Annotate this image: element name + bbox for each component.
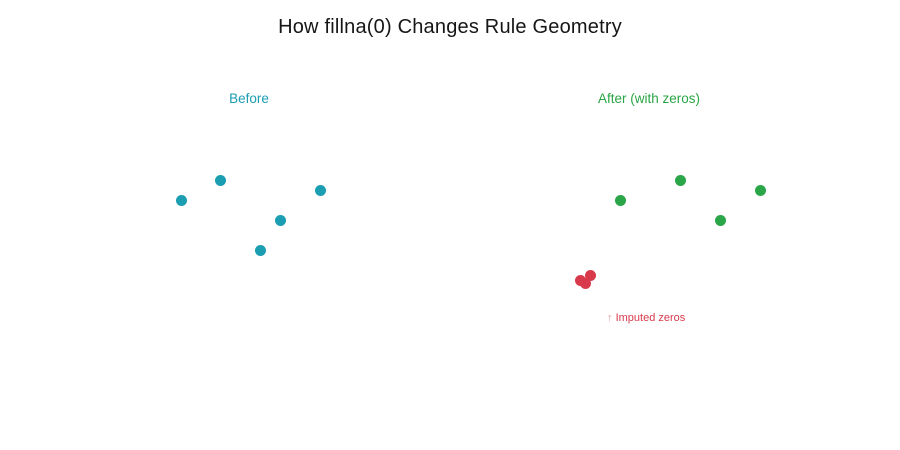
scatter-point-observed-points bbox=[314, 185, 326, 196]
annotation-label: Imputed zeros bbox=[615, 312, 686, 324]
scatter-point-observed-points bbox=[675, 174, 686, 186]
imputed-annotation: ↑ Imputed zeros bbox=[607, 312, 685, 324]
scatter-point-observed-points bbox=[715, 214, 726, 226]
scatter-point-observed-points bbox=[175, 195, 187, 206]
scatter-point-observed-points bbox=[275, 214, 286, 226]
scatter-point-observed-points bbox=[615, 194, 626, 206]
scatter-point-imputed-zero-points bbox=[585, 269, 596, 281]
scatter-point-observed-points bbox=[255, 245, 266, 256]
scatter-point-observed-points bbox=[215, 174, 226, 186]
scatter-point-imputed-zero-points bbox=[580, 278, 591, 289]
panel-title-after: After (with zeros) bbox=[597, 91, 701, 106]
page-title: How fillna(0) Changes Rule Geometry bbox=[278, 16, 622, 38]
panel-title-before: Before bbox=[229, 91, 269, 106]
up-arrow-icon: ↑ bbox=[607, 312, 613, 324]
scatter-point-observed-points bbox=[754, 185, 766, 196]
